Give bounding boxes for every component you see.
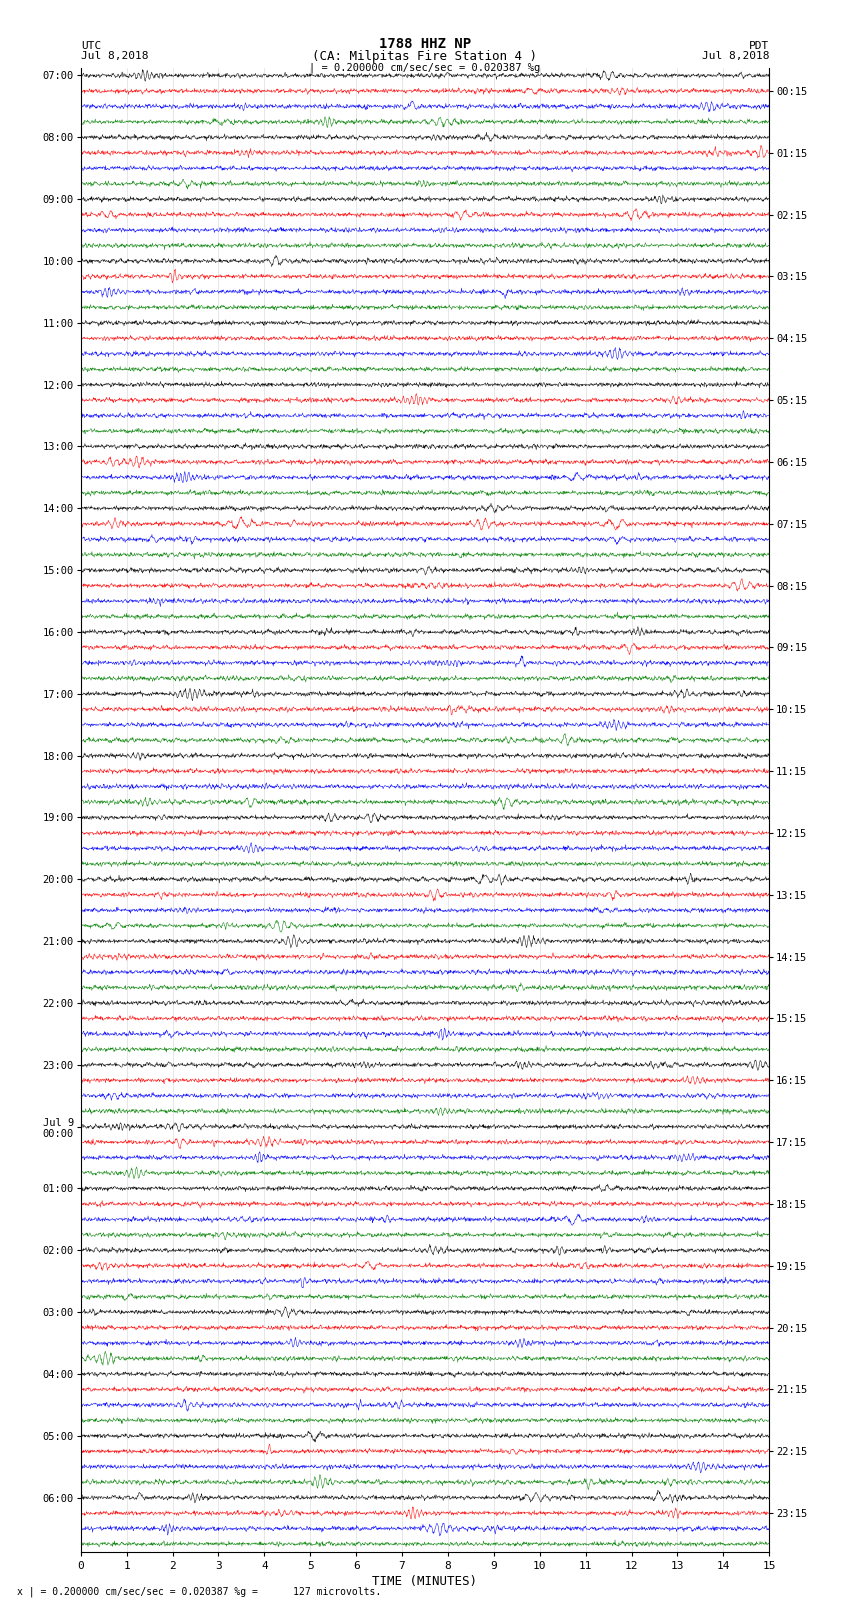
Text: (CA: Milpitas Fire Station 4 ): (CA: Milpitas Fire Station 4 ) <box>313 50 537 63</box>
Text: Jul 8,2018: Jul 8,2018 <box>81 52 148 61</box>
Text: 1788 HHZ NP: 1788 HHZ NP <box>379 37 471 50</box>
Text: | = 0.200000 cm/sec/sec = 0.020387 %g: | = 0.200000 cm/sec/sec = 0.020387 %g <box>309 63 541 73</box>
Text: Jul 8,2018: Jul 8,2018 <box>702 52 769 61</box>
Text: x | = 0.200000 cm/sec/sec = 0.020387 %g =      127 microvolts.: x | = 0.200000 cm/sec/sec = 0.020387 %g … <box>17 1586 382 1597</box>
Text: UTC: UTC <box>81 40 101 50</box>
X-axis label: TIME (MINUTES): TIME (MINUTES) <box>372 1574 478 1587</box>
Text: PDT: PDT <box>749 40 769 50</box>
